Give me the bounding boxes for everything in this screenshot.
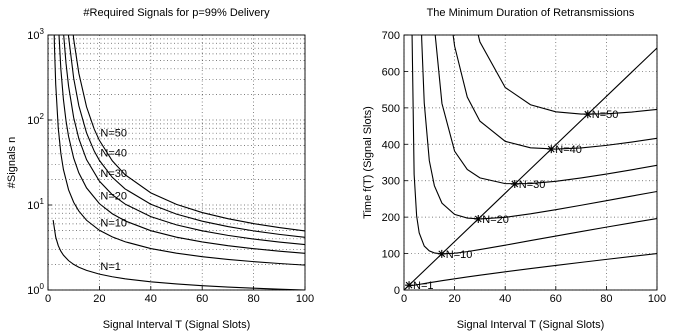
x-tick-label: 0 xyxy=(401,293,407,305)
optimum-line xyxy=(404,47,657,290)
curve xyxy=(58,35,305,254)
curve-label: N=40 xyxy=(555,144,582,156)
x-tick-label: 60 xyxy=(196,293,208,305)
plot-frame xyxy=(403,34,658,291)
y-tick-label: 500 xyxy=(382,103,400,115)
minimum-marker xyxy=(437,249,446,258)
x-tick-label: 0 xyxy=(45,293,51,305)
curve xyxy=(52,220,305,290)
x-tick-label: 40 xyxy=(499,293,511,305)
curve-label: N=10 xyxy=(446,249,473,261)
minimum-marker xyxy=(405,281,414,290)
curve-label: N=1 xyxy=(100,261,121,273)
x-axis-label: Signal Interval T (Signal Slots) xyxy=(457,319,605,331)
plot-area xyxy=(52,35,305,290)
minimum-marker xyxy=(547,145,556,154)
minimum-marker xyxy=(474,214,483,223)
curve xyxy=(63,35,305,246)
minimum-marker xyxy=(510,180,519,189)
x-tick-label: 40 xyxy=(145,293,157,305)
chart-title: #Required Signals for p=99% Delivery xyxy=(83,7,270,19)
y-tick-label: 700 xyxy=(382,30,400,42)
curve xyxy=(477,35,657,115)
y-tick-label: 300 xyxy=(382,176,400,188)
y-tick-label: 100 xyxy=(382,249,400,261)
y-tick-label: 100 xyxy=(27,282,44,297)
curve xyxy=(411,35,657,255)
x-tick-label: 80 xyxy=(600,293,612,305)
curve-label: N=20 xyxy=(482,214,509,226)
curve xyxy=(67,35,305,238)
curve-label: N=30 xyxy=(100,168,127,180)
curve-label: N=20 xyxy=(100,191,127,203)
curve-label: N=10 xyxy=(100,217,127,229)
curve xyxy=(452,35,657,150)
x-tick-label: 80 xyxy=(247,293,259,305)
y-tick-label: 600 xyxy=(382,66,400,78)
y-tick-label: 0 xyxy=(394,285,400,297)
plot-area xyxy=(404,35,657,290)
x-tick-label: 20 xyxy=(93,293,105,305)
plot-frame xyxy=(47,34,306,291)
curve xyxy=(421,35,657,220)
curve xyxy=(72,35,305,232)
curve xyxy=(409,253,657,286)
x-axis-label: Signal Interval T (Signal Slots) xyxy=(103,319,251,331)
y-tick-label: 200 xyxy=(382,212,400,224)
y-axis-label: Time f(T) (Signal Slots) xyxy=(362,106,374,219)
curve-label: N=1 xyxy=(413,280,434,292)
y-tick-label: 400 xyxy=(382,139,400,151)
curve-label: N=50 xyxy=(100,127,127,139)
x-tick-label: 20 xyxy=(448,293,460,305)
chart-title: The Minimum Duration of Retransmissions xyxy=(427,7,635,19)
curve xyxy=(53,35,305,266)
y-tick-label: 101 xyxy=(27,197,44,212)
x-tick-label: 100 xyxy=(296,293,314,305)
x-tick-label: 100 xyxy=(648,293,666,305)
curve-label: N=50 xyxy=(592,109,619,121)
curve-label: N=30 xyxy=(519,179,546,191)
x-tick-label: 60 xyxy=(550,293,562,305)
y-axis-label: #Signals n xyxy=(6,137,18,188)
y-tick-label: 102 xyxy=(27,112,44,127)
y-tick-label: 103 xyxy=(27,27,44,42)
curve xyxy=(434,35,657,185)
minimum-marker xyxy=(583,110,592,119)
curve-label: N=40 xyxy=(100,147,127,159)
